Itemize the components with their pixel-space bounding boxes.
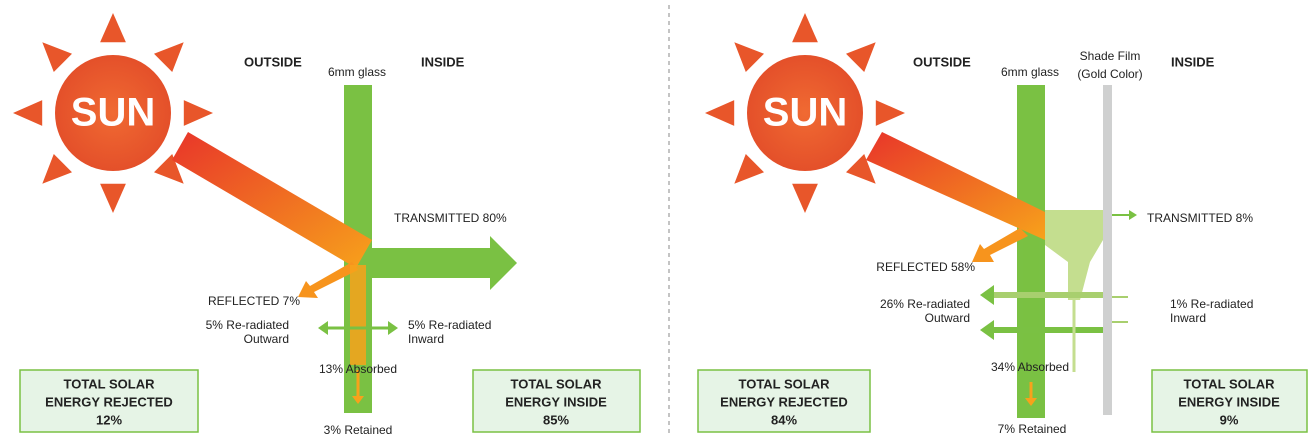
glass-label: 6mm glass (1001, 65, 1059, 79)
box-text: TOTAL SOLAR (64, 376, 156, 391)
retained-label: 3% Retained (324, 423, 393, 437)
absorbed-band (1023, 240, 1039, 370)
film-label: (Gold Color) (1077, 67, 1142, 81)
inside-label: INSIDE (421, 54, 465, 69)
box-text: TOTAL SOLAR (511, 376, 603, 391)
glass-label: 6mm glass (328, 65, 386, 79)
reradiated-in-head (388, 321, 398, 335)
reradiated-inward: Inward (1170, 311, 1206, 325)
sun-ray-triangle (792, 13, 818, 42)
sun-ray-triangle (792, 184, 818, 213)
absorbed-film (1045, 210, 1103, 300)
reradiated-inward: 5% Re-radiated (408, 318, 491, 332)
transmitted-label: TRANSMITTED 8% (1147, 211, 1253, 225)
absorbed-label: 13% Absorbed (319, 362, 397, 376)
box-text: 84% (771, 412, 797, 427)
sun-ray-triangle (100, 184, 126, 213)
transmitted-label: TRANSMITTED 80% (394, 211, 507, 225)
reflected-label: REFLECTED 58% (876, 260, 975, 274)
box-text: 9% (1220, 412, 1239, 427)
sun-ray-triangle (846, 42, 876, 72)
transmitted-head (1129, 210, 1137, 220)
reradiated-inward: 1% Re-radiated (1170, 297, 1253, 311)
sun-ray-triangle (13, 100, 42, 126)
sun-ray-triangle (705, 100, 734, 126)
sun-ray-triangle (100, 13, 126, 42)
sun-ray-triangle (42, 42, 72, 72)
reradiated-outward: Outward (925, 311, 970, 325)
sun-label: SUN (71, 91, 155, 135)
film (1103, 85, 1112, 415)
reradiated-out-head (980, 320, 994, 340)
box-text: ENERGY REJECTED (720, 394, 848, 409)
film-label: Shade Film (1080, 49, 1141, 63)
box-text: ENERGY INSIDE (505, 394, 607, 409)
reradiated-out-head (318, 321, 328, 335)
reflected-label: REFLECTED 7% (208, 294, 300, 308)
reradiated-outward: Outward (244, 332, 289, 346)
transmitted-arrow (372, 236, 517, 290)
sun-ray-triangle (876, 100, 905, 126)
absorbed-label: 34% Absorbed (991, 360, 1069, 374)
reradiated-outward: 26% Re-radiated (880, 297, 970, 311)
box-text: 85% (543, 412, 569, 427)
sun-label: SUN (763, 91, 847, 135)
retained-label: 7% Retained (998, 422, 1067, 436)
diagram: SUN SUN OUTSIDE 6mm glass INSIDE TRANSMIT… (0, 0, 1310, 439)
reradiated-inward: Inward (408, 332, 444, 346)
sun-ray-triangle (734, 154, 764, 184)
outside-label: OUTSIDE (244, 54, 302, 69)
suns: SUN SUN (13, 13, 905, 213)
sun-ray-triangle (42, 154, 72, 184)
outside-label: OUTSIDE (913, 54, 971, 69)
sun-ray-triangle (734, 42, 764, 72)
box-text: ENERGY REJECTED (45, 394, 173, 409)
box-text: TOTAL SOLAR (1184, 376, 1276, 391)
reradiated-outward: 5% Re-radiated (206, 318, 289, 332)
sun-ray (172, 132, 372, 268)
box-text: ENERGY INSIDE (1178, 394, 1280, 409)
sun-ray-triangle (184, 100, 213, 126)
absorbed-band (350, 265, 366, 365)
reradiated-out-head (980, 285, 994, 305)
box-text: 12% (96, 412, 122, 427)
sun-ray-triangle (154, 42, 184, 72)
inside-label: INSIDE (1171, 54, 1215, 69)
box-text: TOTAL SOLAR (739, 376, 831, 391)
